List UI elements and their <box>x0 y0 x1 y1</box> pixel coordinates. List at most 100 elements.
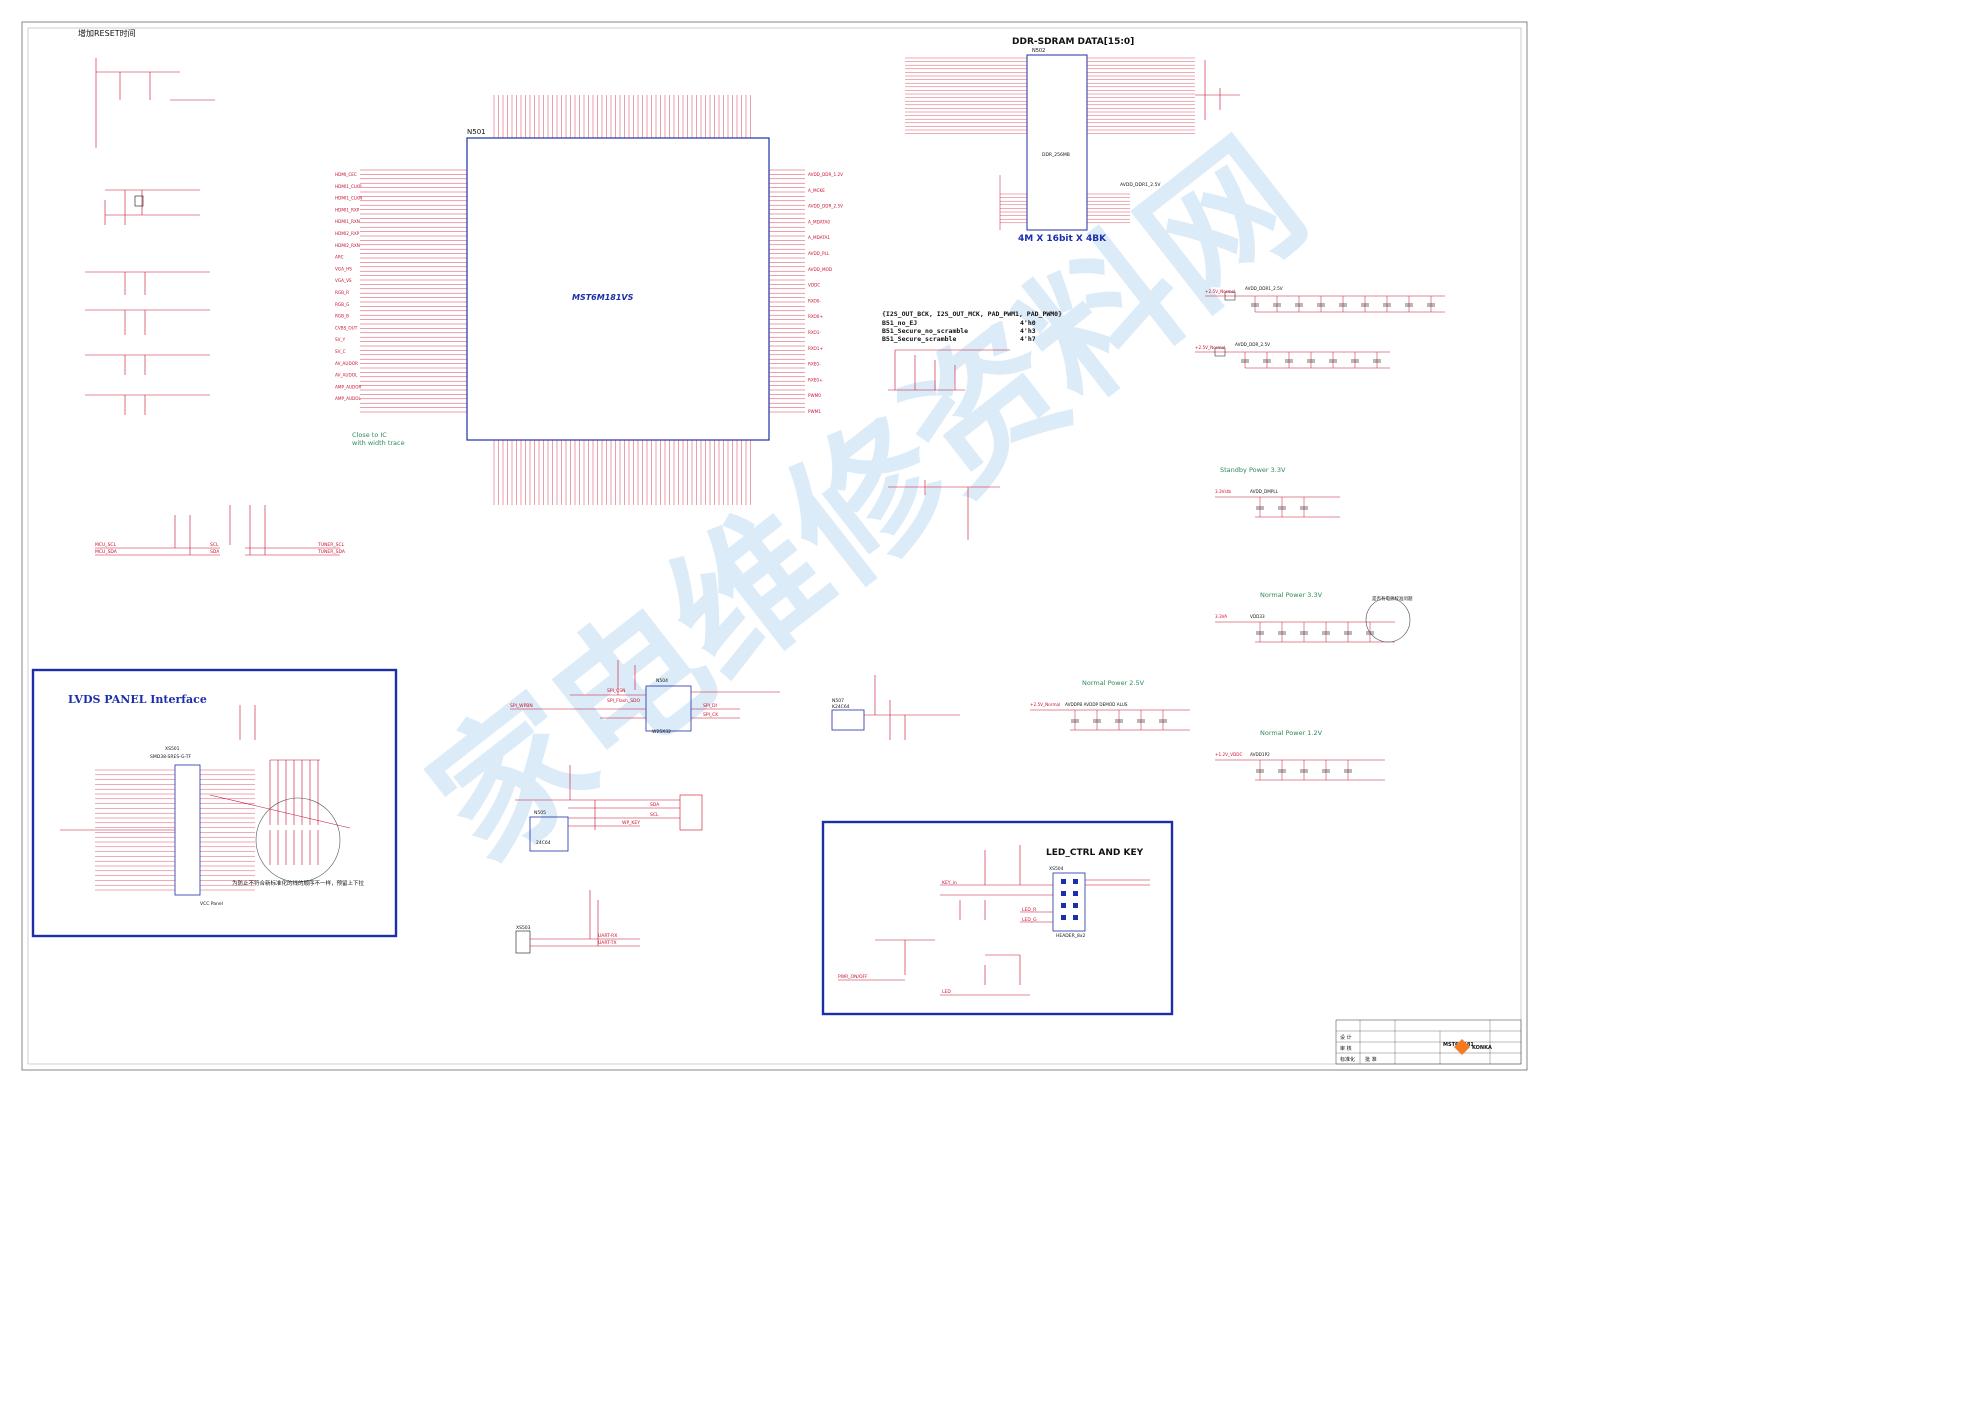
left-net-label: AMP_AUDOL <box>335 396 362 401</box>
eeprom-wiring <box>515 765 703 831</box>
ddr-ref: N502 <box>1032 48 1045 54</box>
right-net-label: AVDD_DDR_1.2V <box>808 172 843 177</box>
schematic-sheet: 家电维修资料网 增加RESET时间 N501 MST6M181VS HDMI_C… <box>21 21 1528 1071</box>
right-net-label: PWM1 <box>808 409 821 414</box>
title-block: 设 计 审 核 标准化 批 准 MST6M181 KONKA <box>1335 1019 1522 1065</box>
i2c-label-tuner-scl: TUNER_SCL <box>317 542 345 548</box>
right-net-label: RXO1- <box>808 330 821 335</box>
main-ic-ref: N501 <box>467 128 486 136</box>
power-block-source: +1.2V_VDDC <box>1215 752 1242 757</box>
header-pin <box>1061 903 1066 908</box>
ddr-size-label: 4M X 16bit X 4BK <box>1018 234 1107 244</box>
led-label-led: LED <box>942 989 951 995</box>
title-company: KONKA <box>1472 1045 1492 1051</box>
power-block-title: Normal Power 3.3V <box>1260 591 1323 599</box>
title-row-0: 设 计 <box>1340 1034 1352 1041</box>
main-ic-top-pins <box>493 95 751 138</box>
flash-chip-body <box>645 685 692 732</box>
lvds-vcc-label: VCC Panel <box>200 901 223 907</box>
header-pin <box>1073 903 1078 908</box>
bootstrap-row-name-0: B51_no_EJ <box>882 319 917 327</box>
bootstrap-row-val-0: 4'h0 <box>1020 319 1036 327</box>
i2c-label-mcu-scl: MCU_SCL <box>95 542 117 548</box>
left-net-label: HDMI1_RXP <box>335 207 360 212</box>
right-net-label: A_MDATA0 <box>808 219 830 224</box>
ddr-vref <box>1195 60 1240 120</box>
left-net-label: ARC <box>335 255 344 260</box>
ddr-right-pins <box>1087 57 1195 223</box>
ddr-power-net: AVDD_DDR1_2.5V <box>1245 286 1283 291</box>
left-net-label: SV_Y <box>335 337 346 342</box>
left-net-label: AV_AUDOL <box>335 373 358 378</box>
schematic-canvas: 家电维修资料网 增加RESET时间 N501 MST6M181VS HDMI_C… <box>21 21 1528 1071</box>
ddr-power-label: +2.5V_Normal <box>1205 289 1235 294</box>
ddr-power-label: +2.5V_Normal <box>1195 345 1225 350</box>
ddr-vddr-label: AVDD_DDR1_2.5V <box>1120 182 1161 188</box>
audio-filters <box>85 271 210 415</box>
power-block-title: Standby Power 3.3V <box>1220 466 1286 474</box>
avdd-pga-filter <box>888 480 1000 540</box>
ddr-left-pins <box>905 57 1027 230</box>
ic-note: Close to IC with width trace <box>352 431 405 447</box>
title-row-3: 批 准 <box>1365 1056 1377 1063</box>
reset-circuit <box>95 58 215 225</box>
power-block-net: AVDDPB AVDDP DEMOD ALUS <box>1065 702 1128 707</box>
led-title: LED_CTRL AND KEY <box>1046 848 1144 858</box>
ddr-chip-body <box>1026 54 1088 231</box>
uart-wiring <box>530 890 640 947</box>
power-block: Normal Power 2.5V +2.5V_Normal AVDDPB AVDD… <box>1030 679 1190 731</box>
lvds-box <box>31 668 398 938</box>
led-label-led-g: LED_G <box>1022 917 1037 923</box>
main-ic-body <box>466 137 770 441</box>
title-row-2: 标准化 <box>1340 1056 1355 1063</box>
header-pin <box>1073 915 1078 920</box>
bootstrap-title: {I2S_OUT_BCK, I2S_OUT_MCK, PAD_PWM1, PAD… <box>882 310 1062 318</box>
calibration-circle <box>1365 597 1411 643</box>
u507-wiring <box>864 675 960 740</box>
left-net-label: RGB_R <box>335 290 349 295</box>
flash-label-sdo: SPI_Flash_SDO <box>607 698 641 704</box>
right-net-labels: AVDD_DDR_1.2V A_MCKE AVDD_DDR_2.5V A_MDATA0… <box>808 172 843 414</box>
main-ic-left-pins <box>360 169 467 413</box>
i2c-label-mcu-sda: MCU_SDA <box>95 549 118 555</box>
main-ic-bottom-pins <box>493 440 751 505</box>
top-note: 增加RESET时间 <box>78 28 136 38</box>
power-block-title: Normal Power 1.2V <box>1260 729 1323 737</box>
ic-note-line2: with width trace <box>352 439 405 447</box>
right-net-label: VDDC <box>808 283 820 288</box>
power-block-source: 3.3VA <box>1215 614 1227 619</box>
konka-logo-icon <box>1454 1039 1470 1055</box>
right-net-label: RXO1+ <box>808 346 823 351</box>
flash-label-di: SPI_DI <box>703 703 717 709</box>
ddr-power-bank-1: +2.5V_Normal AVDD_DDR1_2.5V <box>1205 286 1445 313</box>
power-block-title: Normal Power 2.5V <box>1082 679 1145 687</box>
power-block-net: AVDD_DMPLL <box>1250 489 1279 494</box>
led-header-ref: XS504 <box>1049 866 1064 872</box>
eeprom-label-scl: SCL <box>650 812 659 818</box>
left-net-label: CVBS_OUT <box>335 325 358 330</box>
power-block-net: VDD33 <box>1250 614 1265 619</box>
ddr-part: DDR_256MB <box>1042 152 1070 158</box>
left-net-label: RGB_B <box>335 314 349 319</box>
u507-ref: N507 <box>832 698 844 704</box>
left-net-label: AMP_AUDOR <box>335 384 362 389</box>
right-net-label: A_MDATA1 <box>808 235 830 240</box>
left-net-label: HDMI2_RXP <box>335 231 360 236</box>
right-net-label: AVDD_MOD <box>808 267 832 272</box>
right-net-label: AVDD_DDR_2.5V <box>808 204 843 209</box>
power-block-source: 3.3Vstb <box>1215 489 1231 494</box>
right-net-label: RXE0+ <box>808 377 823 382</box>
flash-part: W25X32 <box>652 729 671 735</box>
led-label-pwr: PWR_ON/OFF <box>838 974 868 980</box>
header-pin <box>1073 879 1078 884</box>
i2c-pullups <box>95 505 340 556</box>
left-net-labels: HDMI_CEC HDMI1_CLKP HDMI1_CLKN HDMI1_RXP HDM… <box>335 172 362 401</box>
eeprom-chip-body <box>529 816 569 852</box>
right-net-label: RXO0- <box>808 298 821 303</box>
flash-label-wpbn: SPI_WPBN <box>510 703 533 709</box>
left-net-label: AV_AUDOR <box>335 361 358 366</box>
lvds-title: LVDS PANEL Interface <box>68 693 207 706</box>
flash-ref: N504 <box>656 678 668 684</box>
header-pin <box>1073 891 1078 896</box>
left-net-label: VGA_VS <box>335 278 352 283</box>
